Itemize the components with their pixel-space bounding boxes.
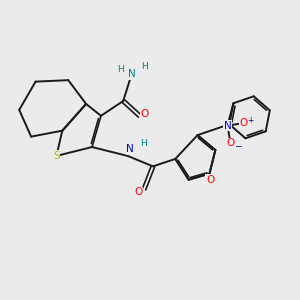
Text: O: O xyxy=(240,118,248,128)
Text: S: S xyxy=(53,151,60,161)
Text: O: O xyxy=(206,175,214,185)
Text: O: O xyxy=(226,138,235,148)
Text: H: H xyxy=(141,62,147,71)
Text: H: H xyxy=(117,65,124,74)
Text: N: N xyxy=(126,144,134,154)
Text: O: O xyxy=(141,109,149,119)
Text: −: − xyxy=(234,141,242,150)
Text: O: O xyxy=(135,187,143,197)
Text: N: N xyxy=(128,69,136,79)
Text: N: N xyxy=(224,121,231,130)
Text: H: H xyxy=(140,139,146,148)
Text: +: + xyxy=(247,116,254,125)
